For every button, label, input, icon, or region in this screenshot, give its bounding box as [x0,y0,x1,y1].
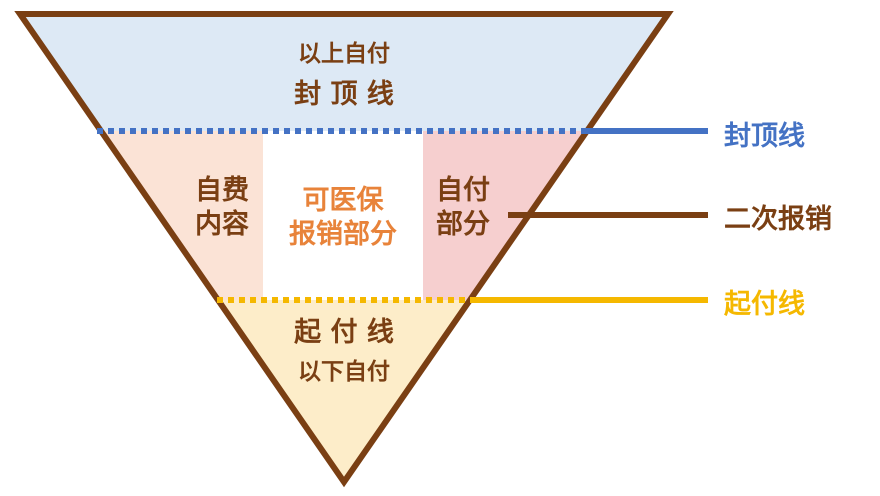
triangle-outline [14,11,674,488]
bottom-zone-label-2: 以下自付 [298,359,390,385]
bottom-zone [217,300,470,482]
right-zone-label-1: 自付 [436,175,490,206]
center-zone-label-1: 可医保 [302,185,384,216]
top-zone-label-2: 封 顶 线 [294,79,394,110]
cap-line-label: 封顶线 [724,121,805,152]
left-zone [99,131,263,300]
deductible-line-label: 起付线 [724,289,805,320]
left-zone-label-2: 内容 [195,209,249,240]
top-zone [20,14,668,131]
right-zone [423,131,587,300]
center-zone [263,131,423,300]
top-zone-label-1: 以上自付 [298,41,390,67]
secondary-reimbursement-label: 二次报销 [724,204,832,235]
bottom-zone-label-1: 起 付 线 [294,317,394,348]
center-zone-label-2: 报销部分 [289,219,397,250]
left-zone-label-1: 自费 [195,175,249,206]
right-zone-label-2: 部分 [436,209,490,240]
